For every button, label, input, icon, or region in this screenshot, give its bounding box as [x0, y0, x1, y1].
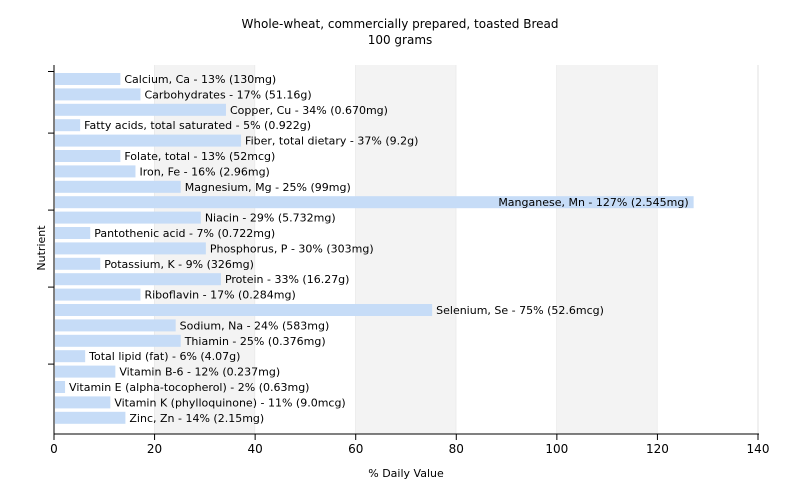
bar-label: Protein - 33% (16.27g): [225, 273, 350, 286]
bar: [55, 257, 101, 270]
bar-label: Calcium, Ca - 13% (130mg): [124, 73, 276, 86]
x-tick-label: 140: [747, 442, 770, 456]
grid-band: [456, 65, 557, 434]
bar: [55, 288, 141, 301]
bar: [55, 411, 126, 424]
bar-labels: Calcium, Ca - 13% (130mg) Carbohydrates -…: [69, 73, 689, 425]
bar: [55, 180, 181, 193]
bar-label: Manganese, Mn - 127% (2.545mg): [498, 196, 688, 209]
bar-label: Magnesium, Mg - 25% (99mg): [185, 181, 351, 194]
bar-label: Thiamin - 25% (0.376mg): [184, 335, 326, 348]
bar: [55, 73, 121, 85]
grid-band: [355, 65, 457, 434]
chart-title: Whole-wheat, commercially prepared, toas…: [242, 17, 559, 31]
bar-label: Niacin - 29% (5.732mg): [205, 212, 336, 225]
bar-label: Fiber, total dietary - 37% (9.2g): [245, 135, 418, 148]
bar-label: Potassium, K - 9% (326mg): [104, 258, 254, 271]
x-tick-label: 40: [248, 442, 263, 456]
bar: [55, 273, 221, 286]
bar-label: Total lipid (fat) - 6% (4.07g): [88, 350, 240, 363]
bar-label: Sodium, Na - 24% (583mg): [180, 319, 330, 332]
bar: [55, 150, 121, 162]
bar: [55, 165, 136, 178]
chart-subtitle: 100 grams: [368, 33, 433, 47]
bar: [55, 88, 141, 101]
bar-series: [55, 73, 694, 424]
bar-label: Vitamin K (phylloquinone) - 11% (9.0mcg): [114, 396, 345, 409]
axes: [48, 65, 759, 435]
bar: [55, 334, 181, 347]
x-tick-label: 20: [147, 442, 162, 456]
bar-label: Copper, Cu - 34% (0.670mg): [230, 104, 388, 117]
bar: [55, 319, 176, 332]
bar: [55, 365, 116, 378]
x-tick-label: 100: [545, 442, 568, 456]
bar: [55, 227, 91, 239]
bar-label: Fatty acids, total saturated - 5% (0.922…: [84, 119, 311, 132]
bar: [55, 381, 66, 393]
y-axis-title: Nutrient: [35, 225, 48, 271]
bar: [55, 211, 201, 224]
grid-band: [255, 65, 356, 434]
bar-label: Iron, Fe - 16% (2.96mg): [139, 165, 269, 178]
x-tick-label: 60: [348, 442, 363, 456]
bar: [55, 350, 86, 363]
bar: [55, 396, 111, 409]
x-tick-label: 80: [449, 442, 464, 456]
x-axis-ticks: 0 20 40 60 80 100 120 140: [50, 434, 769, 456]
x-tick-label: 120: [646, 442, 669, 456]
bar-label: Riboflavin - 17% (0.284mg): [144, 289, 295, 302]
bar: [55, 242, 206, 255]
grid-bands: [54, 65, 759, 434]
bar: [55, 304, 433, 316]
x-axis-title: % Daily Value: [368, 467, 444, 480]
bar-label: Pantothenic acid - 7% (0.722mg): [94, 227, 275, 240]
x-tick-label: 0: [50, 442, 58, 456]
bar-label: Folate, total - 13% (52mcg): [124, 150, 275, 163]
bar: [55, 196, 694, 209]
bar-label: Selenium, Se - 75% (52.6mcg): [436, 304, 604, 317]
bar: [55, 103, 226, 116]
bar: [55, 119, 81, 132]
bar-label: Zinc, Zn - 14% (2.15mg): [129, 412, 264, 425]
bar-label: Phosphorus, P - 30% (303mg): [210, 242, 374, 255]
bar-label: Vitamin B-6 - 12% (0.237mg): [119, 366, 280, 379]
bar-label: Carbohydrates - 17% (51.16g): [144, 88, 311, 101]
bar: [55, 134, 242, 147]
grid-band: [556, 65, 658, 434]
grid-band: [657, 65, 758, 434]
bar-label: Vitamin E (alpha-tocopherol) - 2% (0.63m…: [69, 381, 309, 394]
